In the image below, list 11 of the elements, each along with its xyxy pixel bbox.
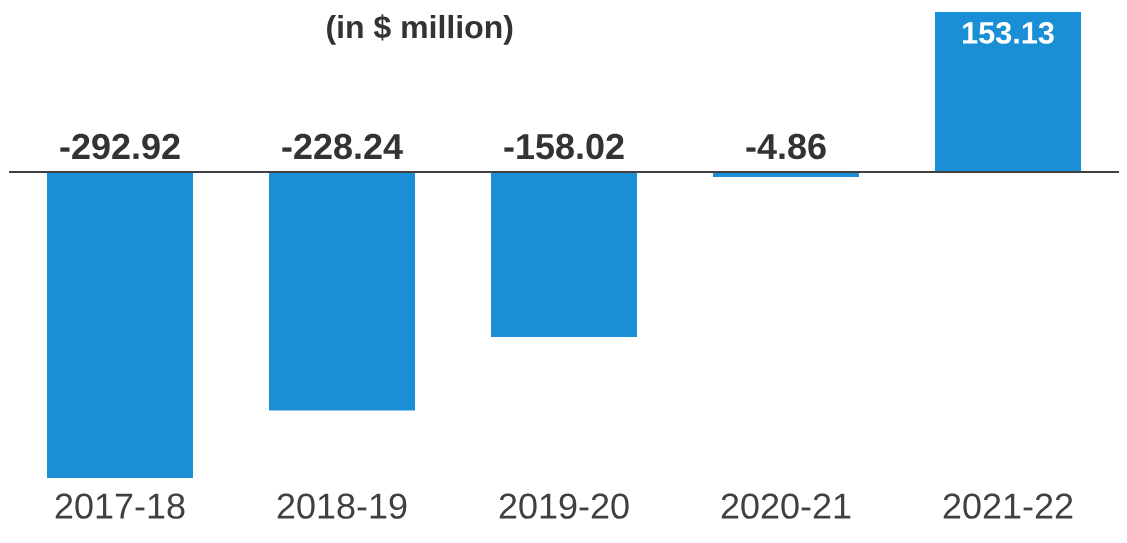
- chart-title: (in $ million): [327, 14, 513, 45]
- data-label: -4.86: [746, 133, 826, 160]
- x-tick-label: 2021-22: [943, 493, 1073, 519]
- x-tick-label: 2018-19: [277, 493, 407, 519]
- x-tick-label: 2017-18: [55, 493, 185, 519]
- data-label: -228.24: [282, 133, 403, 160]
- data-label: -158.02: [504, 133, 624, 160]
- x-tick-label: 2019-20: [499, 493, 629, 519]
- data-label: -292.92: [60, 133, 180, 160]
- x-tick-label: 2020-21: [721, 493, 851, 519]
- data-label: 153.13: [963, 22, 1054, 44]
